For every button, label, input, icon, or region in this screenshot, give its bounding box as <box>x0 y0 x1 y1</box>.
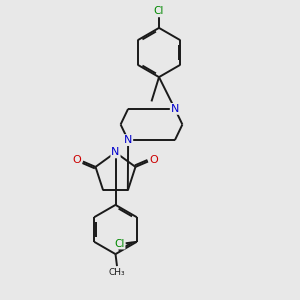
Text: Cl: Cl <box>114 238 124 249</box>
Text: CH₃: CH₃ <box>109 268 125 277</box>
Text: N: N <box>171 104 179 114</box>
Text: Cl: Cl <box>154 6 164 16</box>
Text: N: N <box>124 135 132 145</box>
Text: O: O <box>150 155 158 165</box>
Text: O: O <box>73 155 81 165</box>
Text: N: N <box>111 147 120 158</box>
